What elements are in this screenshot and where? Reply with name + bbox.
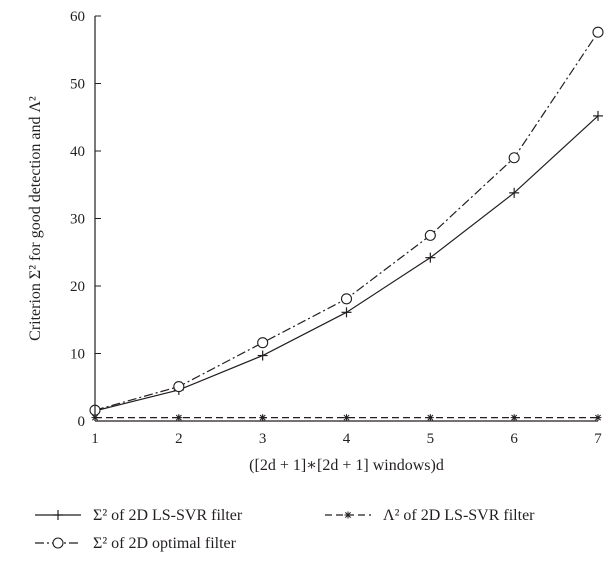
legend-marker — [344, 511, 352, 519]
legend: Σ² of 2D LS-SVR filter Λ² of 2D LS-SVR fi… — [35, 507, 535, 552]
data-point — [173, 381, 185, 393]
legend-item-ls-svr-lambda: Λ² of 2D LS-SVR filter — [325, 507, 535, 524]
x-tick-label: 7 — [594, 431, 602, 447]
data-point — [425, 252, 436, 263]
data-point — [257, 350, 268, 361]
x-tick-label: 1 — [91, 431, 99, 447]
data-point — [340, 293, 353, 305]
y-tick-label: 30 — [70, 212, 85, 228]
legend-item-optimal-sigma: Σ² of 2D optimal filter — [35, 535, 237, 552]
legend-label: Λ² of 2D LS-SVR filter — [383, 507, 535, 524]
legend-marker — [52, 537, 64, 549]
plot-area — [89, 26, 604, 422]
data-point — [509, 187, 520, 198]
x-tick-label: 5 — [427, 431, 435, 447]
y-tick-label: 0 — [78, 414, 86, 430]
y-axis-title: Criterion Σ² for good detection and Λ² — [27, 96, 44, 341]
legend-label: Σ² of 2D LS-SVR filter — [93, 507, 243, 524]
series-line — [94, 31, 599, 411]
data-point — [592, 26, 604, 38]
y-tick-label: 10 — [70, 347, 85, 363]
legend-marker — [53, 510, 63, 520]
x-tick-label: 4 — [343, 431, 351, 447]
x-tick-label: 2 — [175, 431, 183, 447]
y-tick-label: 40 — [70, 144, 85, 160]
y-tick-label: 50 — [70, 77, 85, 93]
data-point — [593, 110, 603, 121]
series-optimal-sigma — [89, 26, 604, 416]
series-ls-svr-sigma — [90, 110, 603, 416]
x-tick-label: 6 — [510, 431, 518, 447]
series-line — [94, 115, 599, 412]
x-axis-title: ([2d + 1]∗[2d + 1] windows)d — [249, 457, 444, 474]
legend-item-ls-svr-sigma: Σ² of 2D LS-SVR filter — [35, 507, 243, 524]
x-tick-label: 3 — [259, 431, 267, 447]
data-point — [257, 337, 269, 349]
axes: 1 2 3 4 5 6 7 0 10 20 30 40 50 60 ([2d + 1]∗[2d + 1] w… — [27, 9, 602, 474]
data-point — [341, 307, 352, 318]
data-point — [508, 152, 520, 164]
y-tick-label: 60 — [70, 9, 85, 25]
marker-asterisk-d2 — [345, 512, 351, 518]
data-point — [424, 229, 436, 241]
y-tick-label: 20 — [70, 279, 85, 295]
legend-label: Σ² of 2D optimal filter — [93, 535, 237, 552]
